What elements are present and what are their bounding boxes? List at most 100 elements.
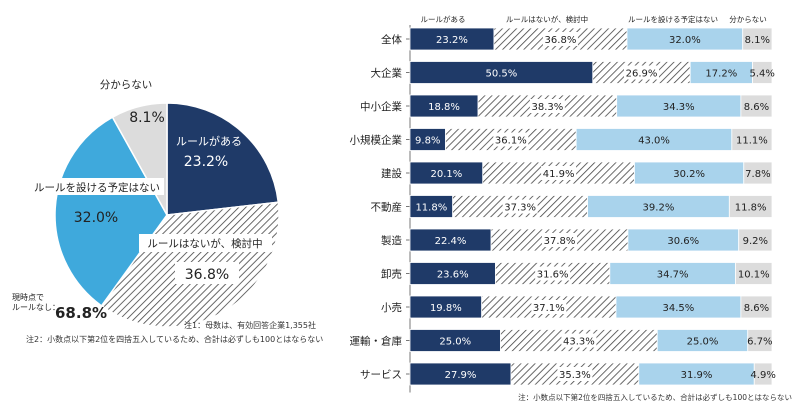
bar-value-label: 9.8%	[415, 136, 440, 147]
bar-label-box	[542, 32, 578, 46]
bar-category-label: 不動産	[371, 201, 403, 214]
bar-value-label: 10.1%	[738, 270, 770, 281]
bar-value-label: 4.9%	[750, 370, 775, 381]
bar-label-box	[541, 166, 577, 180]
bar-value-label: 25.0%	[687, 337, 719, 348]
bar-value-label: 20.1%	[430, 169, 462, 180]
bar-category-label: 小規模企業	[350, 134, 403, 147]
bar-category-label: 小売	[381, 301, 402, 314]
bar-value-label: 36.1%	[495, 136, 527, 147]
bar-segment	[728, 195, 773, 218]
bar-value-label: 25.0%	[439, 337, 471, 348]
bar-category-label: 中小企業	[360, 100, 402, 113]
bar-segment	[752, 61, 773, 84]
bar-note: 注：小数点以下第2位を四捨五入しているため、合計は必ずしも100とはならない	[518, 392, 792, 402]
pie-note: 注2：小数点以下第2位を四捨五入しているため、合計は必ずしも100とはならない	[26, 334, 323, 344]
summary-label-line: ルールなし：	[12, 303, 60, 312]
bar-label-box	[561, 333, 597, 348]
bar-segment	[743, 161, 773, 185]
bar-category-label: 製造	[381, 234, 402, 247]
bar-header-label: ルールを設ける予定はない	[628, 14, 718, 24]
bar-value-label: 43.0%	[638, 136, 670, 147]
bar-label-box	[542, 233, 578, 247]
bar-value-label: 30.2%	[673, 169, 705, 180]
bar-value-label: 37.1%	[533, 303, 565, 314]
bar-label-box	[529, 99, 565, 113]
bar-segment	[753, 362, 773, 386]
pie-chart: ルールがある 23.2% ルールはないが、検討中 36.8% ルールを設ける予定はない 3…	[12, 79, 323, 344]
bar-value-label: 8.1%	[745, 35, 770, 46]
pie-slice-name: ルールがある	[176, 134, 242, 148]
bar-value-label: 19.8%	[430, 303, 462, 314]
bar-value-label: 26.9%	[626, 69, 658, 80]
bar-category-label: 卸売	[381, 268, 402, 281]
bar-label-box	[502, 199, 538, 214]
bar-category-label: サービス	[360, 369, 402, 381]
pie-slice-label: 8.1%	[129, 110, 165, 126]
bar-value-label: 17.2%	[705, 69, 737, 80]
bar-value-label: 30.6%	[667, 236, 699, 247]
bar-header-label: 分からない	[729, 15, 767, 24]
bar-value-label: 41.9%	[543, 169, 575, 180]
bar-value-label: 37.8%	[544, 236, 576, 247]
bar-value-label: 34.3%	[663, 102, 695, 113]
bar-value-label: 36.8%	[545, 35, 577, 46]
bar-value-label: 22.4%	[435, 236, 467, 247]
bar-label-box	[535, 266, 571, 281]
bar-segment	[747, 329, 773, 352]
bar-value-label: 34.7%	[657, 270, 689, 281]
bar-segment	[740, 295, 773, 319]
bar-segment	[740, 94, 773, 118]
bar-value-label: 7.8%	[745, 169, 770, 180]
pie-slice-name: 分からない	[100, 79, 153, 91]
bar-label-box	[531, 300, 567, 314]
pie-slice	[166, 102, 280, 216]
bar-category-label: 運輸・倉庫	[350, 335, 403, 348]
bar-value-label: 8.6%	[744, 102, 769, 113]
bar-category-label: 建設	[381, 167, 402, 180]
bar-label-box	[493, 132, 529, 147]
pie-slice-name: ルールを設ける予定はない	[34, 181, 160, 194]
bar-segment	[731, 128, 773, 151]
pie-note: 注1：母数は、有効回答企業1,355社	[184, 320, 316, 330]
bar-value-label: 18.8%	[428, 102, 460, 113]
bar-value-label: 9.2%	[743, 236, 768, 247]
bar-value-label: 23.2%	[436, 35, 468, 46]
pie-slice	[54, 116, 168, 307]
pie-slice-name: ルールはないが、検討中	[147, 237, 262, 250]
bar-value-label: 5.4%	[750, 69, 775, 80]
bar-value-label: 35.3%	[559, 370, 591, 381]
pie-slice-label: 36.8%	[185, 267, 229, 283]
bar-value-label: 11.1%	[736, 136, 768, 147]
bar-value-label: 27.9%	[445, 370, 477, 381]
bar-value-label: 39.2%	[643, 203, 675, 214]
bar-segment	[735, 262, 773, 285]
pie-slice-label: 32.0%	[74, 210, 118, 226]
bar-value-label: 31.6%	[537, 270, 569, 281]
bar-value-label: 37.3%	[504, 203, 536, 214]
bar-value-label: 32.0%	[669, 35, 701, 46]
bar-value-label: 6.7%	[747, 337, 772, 348]
bar-category-label: 全体	[381, 33, 402, 46]
bar-value-label: 50.5%	[486, 69, 518, 80]
bar-header-label: ルールはないが、検討中	[506, 14, 588, 24]
pie-slice-label: 23.2%	[184, 154, 228, 170]
pie-label-box	[30, 178, 164, 195]
bar-value-label: 8.6%	[744, 303, 769, 314]
bar-value-label: 34.5%	[663, 303, 695, 314]
summary-value: 68.8%	[55, 304, 107, 322]
bar-value-label: 23.6%	[437, 270, 469, 281]
pie-label-box	[139, 234, 272, 252]
pie-label-box	[175, 262, 239, 284]
bar-value-label: 31.9%	[681, 370, 713, 381]
bar-segment	[738, 228, 773, 252]
bar-label-box	[557, 367, 593, 381]
bar-value-label: 11.8%	[735, 203, 767, 214]
bar-label-box	[624, 65, 659, 80]
bar-category-label: 大企業	[371, 67, 403, 80]
summary-label-line: 現時点で	[12, 293, 44, 302]
bar-header-label: ルールがある	[421, 14, 466, 24]
